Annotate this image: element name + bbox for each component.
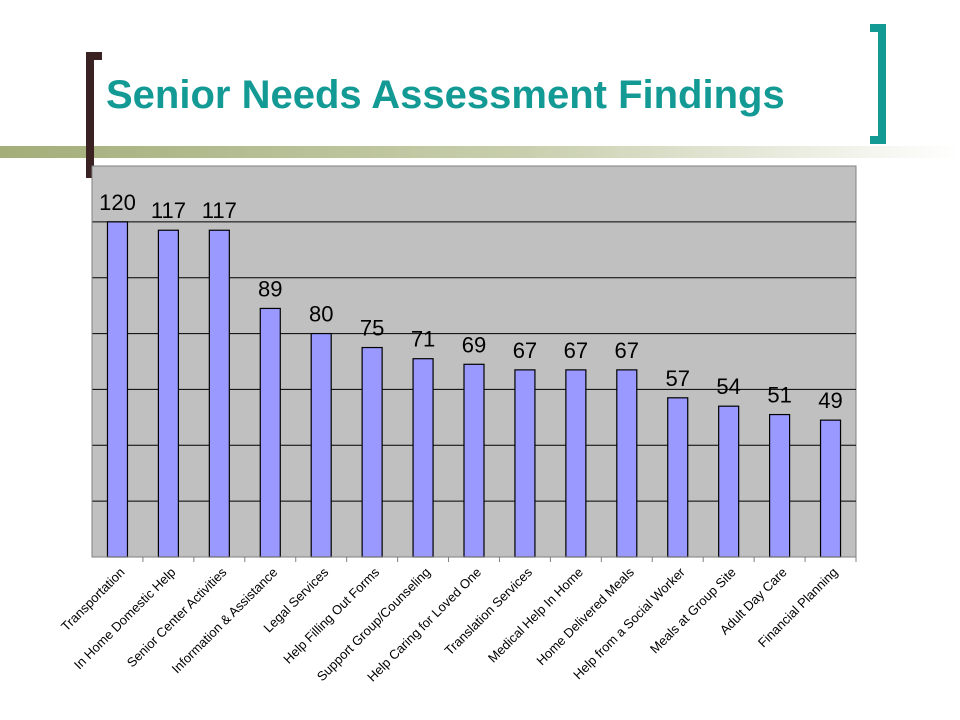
category-label: Help Filling Out Forms <box>280 564 382 666</box>
bar <box>106 221 129 558</box>
bar <box>514 369 536 558</box>
bar <box>310 332 332 558</box>
data-label: 67 <box>615 338 639 363</box>
bar <box>208 229 230 558</box>
data-label: 117 <box>151 198 186 223</box>
data-label: 49 <box>818 388 842 413</box>
data-label: 67 <box>564 338 588 363</box>
bar <box>768 413 791 558</box>
slide-title: Senior Needs Assessment Findings <box>106 73 785 117</box>
axes <box>91 166 857 562</box>
category-label: Translation Services <box>442 564 536 658</box>
category-label: Medical Help In Home <box>485 565 586 666</box>
bar <box>463 363 485 558</box>
data-label: 54 <box>716 374 740 399</box>
data-label: 80 <box>309 302 333 327</box>
bar <box>157 229 179 558</box>
title-underline-rule <box>0 146 960 158</box>
data-label: 75 <box>360 316 384 341</box>
data-label: 67 <box>513 338 537 363</box>
data-label: 57 <box>665 366 689 391</box>
data-label: 71 <box>411 327 435 352</box>
data-label: 89 <box>258 276 282 301</box>
data-label: 120 <box>99 190 136 215</box>
bar <box>412 358 434 558</box>
bar <box>667 397 689 558</box>
bar <box>616 369 638 558</box>
category-label: Meals at Group Site <box>647 565 739 657</box>
bar <box>259 307 281 558</box>
bar <box>361 346 383 558</box>
category-label: Senior Center Activities <box>124 564 230 670</box>
category-label: Home Delivered Meals <box>533 564 637 668</box>
data-label: 69 <box>462 332 486 357</box>
bar <box>819 419 842 558</box>
data-label: 51 <box>767 383 791 408</box>
data-label: 117 <box>202 198 237 223</box>
right-bracket <box>870 24 886 144</box>
bar <box>565 369 587 558</box>
bar <box>718 405 740 558</box>
category-label: In Home Domestic Help <box>71 565 179 673</box>
data-labels: 120 117 117 89 80 75 71 69 67 67 67 57 54 51 49 <box>99 190 843 413</box>
